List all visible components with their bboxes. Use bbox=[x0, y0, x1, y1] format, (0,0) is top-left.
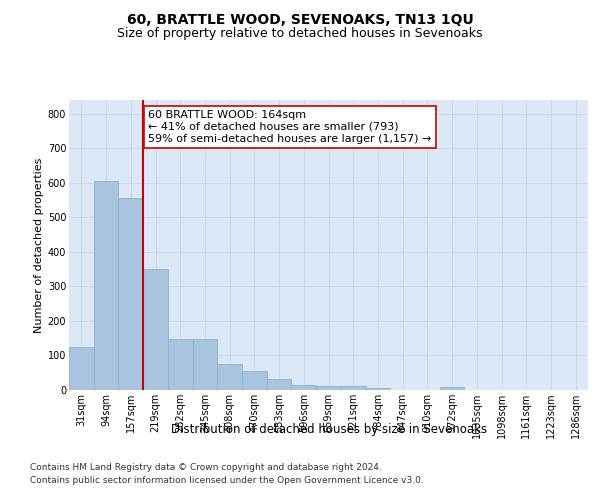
Bar bbox=[242, 371, 267, 390]
Bar bbox=[365, 388, 390, 390]
Bar bbox=[193, 339, 217, 390]
Bar bbox=[341, 386, 365, 390]
Bar bbox=[292, 385, 316, 390]
Bar bbox=[267, 378, 292, 390]
Bar bbox=[316, 386, 341, 390]
Text: Contains HM Land Registry data © Crown copyright and database right 2024.: Contains HM Land Registry data © Crown c… bbox=[30, 462, 382, 471]
Bar bbox=[118, 198, 143, 390]
Bar bbox=[217, 364, 242, 390]
Text: Distribution of detached houses by size in Sevenoaks: Distribution of detached houses by size … bbox=[171, 422, 487, 436]
Y-axis label: Number of detached properties: Number of detached properties bbox=[34, 158, 44, 332]
Bar bbox=[143, 269, 168, 390]
Text: 60, BRATTLE WOOD, SEVENOAKS, TN13 1QU: 60, BRATTLE WOOD, SEVENOAKS, TN13 1QU bbox=[127, 12, 473, 26]
Text: Contains public sector information licensed under the Open Government Licence v3: Contains public sector information licen… bbox=[30, 476, 424, 485]
Bar bbox=[440, 387, 464, 390]
Text: 60 BRATTLE WOOD: 164sqm
← 41% of detached houses are smaller (793)
59% of semi-d: 60 BRATTLE WOOD: 164sqm ← 41% of detache… bbox=[148, 110, 431, 144]
Bar bbox=[94, 181, 118, 390]
Bar bbox=[168, 339, 193, 390]
Bar bbox=[69, 347, 94, 390]
Text: Size of property relative to detached houses in Sevenoaks: Size of property relative to detached ho… bbox=[117, 28, 483, 40]
